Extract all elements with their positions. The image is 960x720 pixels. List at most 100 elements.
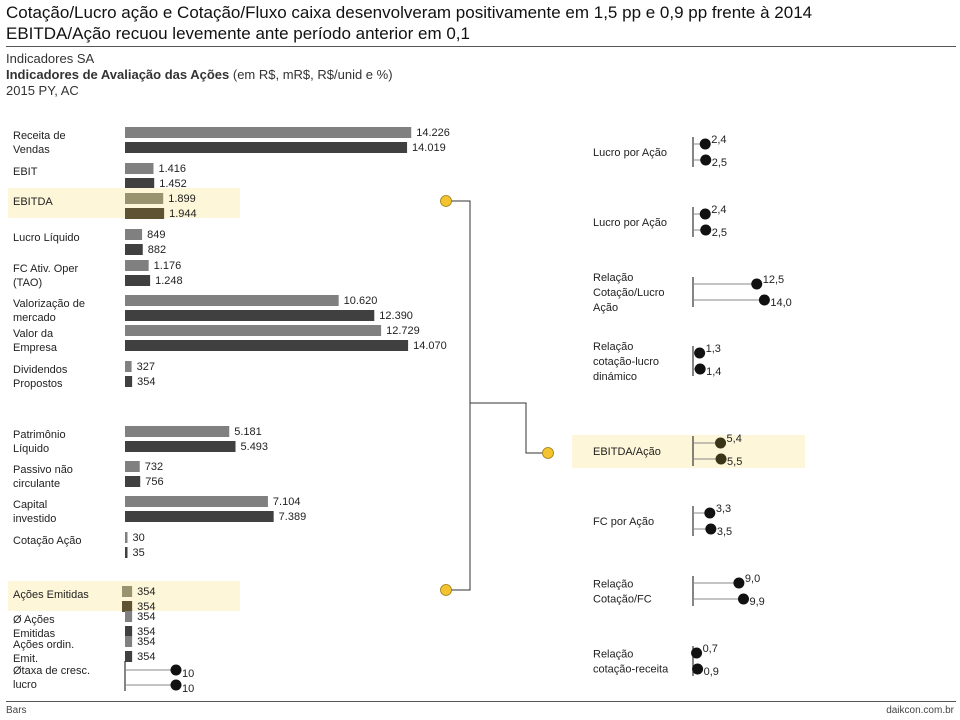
value-label: 12.729 xyxy=(386,325,420,337)
ac-bar xyxy=(125,626,133,637)
row-label: circulante xyxy=(13,478,60,490)
py-bar xyxy=(125,532,128,543)
value-label: 1.416 xyxy=(158,163,186,175)
value-label: 3,5 xyxy=(717,526,732,538)
ratio-dot xyxy=(705,523,717,535)
pin-dot xyxy=(170,664,182,676)
footer-right: daikcon.com.br xyxy=(886,705,954,716)
ac-bar xyxy=(125,340,409,351)
ac-bar xyxy=(125,142,408,153)
ratio-dot xyxy=(737,593,749,605)
value-label: 14.070 xyxy=(413,340,447,352)
ratio-label: cotação-lucro xyxy=(593,356,659,368)
value-label: 10 xyxy=(182,683,194,695)
value-label: 5,5 xyxy=(727,456,742,468)
row-label: Ações Emitidas xyxy=(13,589,89,601)
pin-dot xyxy=(170,679,182,691)
highlight-band xyxy=(8,188,240,218)
value-label: 756 xyxy=(145,476,163,488)
row-label: Emitidas xyxy=(13,628,56,640)
connector-node xyxy=(440,195,452,207)
row-label: Propostos xyxy=(13,378,63,390)
ratio-label: Cotação/FC xyxy=(593,594,652,606)
ratio-label: dinámico xyxy=(593,371,637,383)
value-label: 354 xyxy=(137,586,155,598)
value-label: 5,4 xyxy=(727,433,742,445)
ac-bar xyxy=(125,310,375,321)
row-label: Lucro Líquido xyxy=(13,232,80,244)
chart-title-bold: Indicadores de Avaliação das Ações xyxy=(6,67,230,82)
ac-bar xyxy=(125,651,133,662)
py-bar xyxy=(125,229,143,240)
ratio-label: Relação xyxy=(593,649,633,661)
value-label: 1,3 xyxy=(706,343,721,355)
value-label: 354 xyxy=(137,636,155,648)
py-bar xyxy=(125,325,382,336)
value-label: 10 xyxy=(182,668,194,680)
ac-bar xyxy=(125,244,143,255)
ac-bar xyxy=(125,178,155,189)
headline-line-2: EBITDA/Ação recuou levemente ante períod… xyxy=(6,24,470,43)
row-label: Valorização de xyxy=(13,298,85,310)
ac-bar xyxy=(125,376,133,387)
value-label: 7.389 xyxy=(279,511,307,523)
py-bar xyxy=(125,163,154,174)
chart-title: Indicadores de Avaliação das Ações (em R… xyxy=(6,67,393,83)
ac-bar xyxy=(125,547,128,558)
scenario-label: 2015 PY, AC xyxy=(6,83,79,98)
ratio-dot xyxy=(692,663,704,675)
chart-title-units: (em R$, mR$, R$/unid e %) xyxy=(229,67,393,82)
ratio-dot xyxy=(691,647,703,659)
value-label: 14,0 xyxy=(770,297,791,309)
link-connector xyxy=(470,402,543,454)
row-label: Ações ordin. xyxy=(13,639,74,651)
ratio-dot xyxy=(699,208,711,220)
row-label: Patrimônio xyxy=(13,429,66,441)
headline: Cotação/Lucro ação e Cotação/Fluxo caixa… xyxy=(6,2,956,44)
ratio-dot xyxy=(694,347,706,359)
value-label: 354 xyxy=(137,611,155,623)
row-label: Vendas xyxy=(13,144,50,156)
ratio-label: Lucro por Ação xyxy=(593,217,667,229)
row-label: investido xyxy=(13,513,56,525)
py-bar xyxy=(125,295,339,306)
ratio-dot xyxy=(758,294,770,306)
row-label: EBITDA xyxy=(13,196,53,208)
row-label: Empresa xyxy=(13,342,58,354)
row-label: (TAO) xyxy=(13,277,42,289)
value-label: 882 xyxy=(148,244,166,256)
value-label: 0,9 xyxy=(704,666,719,678)
value-label: 14.019 xyxy=(412,142,446,154)
highlight-band xyxy=(572,435,805,468)
row-label: Cotação Ação xyxy=(13,535,82,547)
ratio-dot xyxy=(694,363,706,375)
row-label: Ø Ações xyxy=(13,614,55,626)
ratio-dot xyxy=(699,138,711,150)
value-label: 7.104 xyxy=(273,496,301,508)
row-label: Passivo não xyxy=(13,464,73,476)
company-name: Indicadores SA xyxy=(6,51,95,66)
ratio-dot xyxy=(704,507,716,519)
row-label: Líquido xyxy=(13,443,49,455)
value-label: 2,4 xyxy=(711,204,726,216)
value-label: 1.176 xyxy=(154,260,182,272)
py-bar xyxy=(125,127,412,138)
value-label: 5.493 xyxy=(241,441,269,453)
ratio-label: Relação xyxy=(593,272,633,284)
row-label: mercado xyxy=(13,312,56,324)
ac-bar xyxy=(125,511,274,522)
value-label: 1.944 xyxy=(169,208,197,220)
value-label: 12,5 xyxy=(763,274,784,286)
value-label: 354 xyxy=(137,651,155,663)
ratio-label: FC por Ação xyxy=(593,516,654,528)
value-label: 0,7 xyxy=(703,643,718,655)
value-label: 10.620 xyxy=(344,295,378,307)
value-label: 354 xyxy=(137,376,155,388)
value-label: 2,4 xyxy=(711,134,726,146)
value-label: 5.181 xyxy=(234,426,262,438)
ratio-dot xyxy=(700,154,712,166)
ac-bar xyxy=(125,441,236,452)
connector-node xyxy=(542,447,554,459)
py-bar xyxy=(125,496,268,507)
value-label: 327 xyxy=(137,361,155,373)
